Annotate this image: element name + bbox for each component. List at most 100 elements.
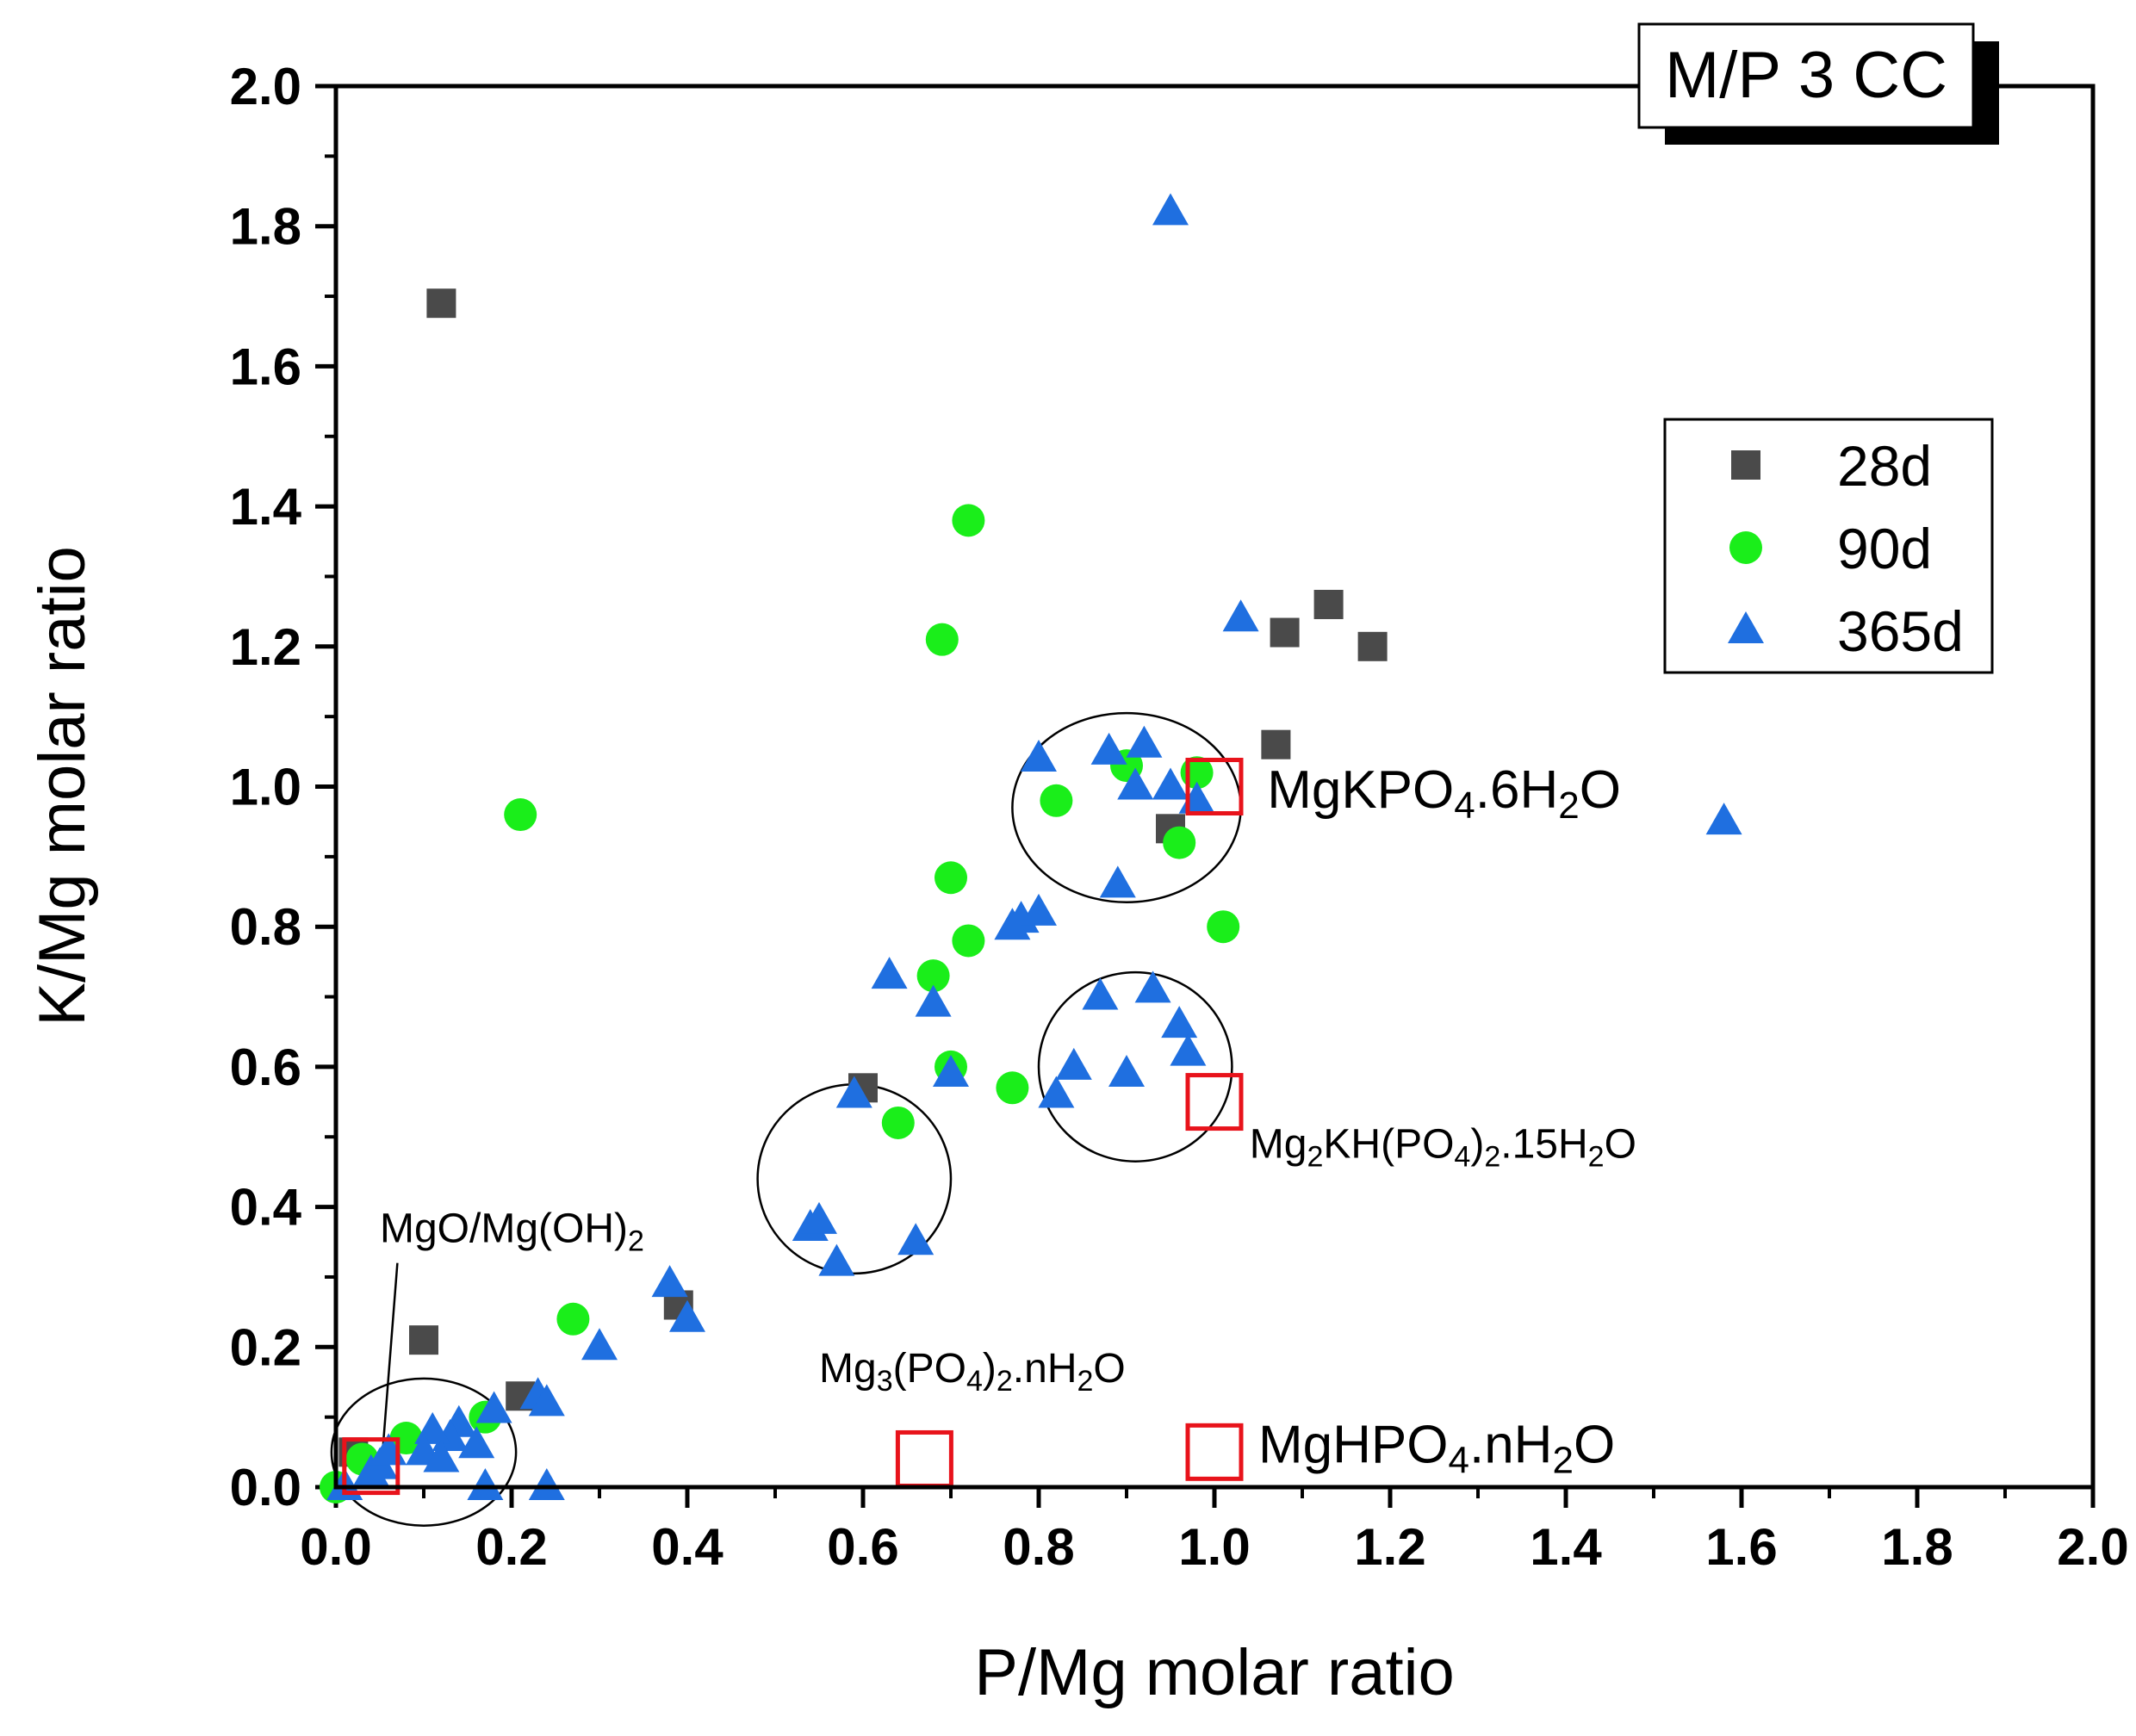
legend-label: 28d	[1837, 434, 1932, 498]
point-365d	[1705, 803, 1742, 835]
point-90d	[916, 959, 950, 993]
point-365d	[933, 1055, 969, 1088]
point-365d	[1038, 1076, 1075, 1108]
annotation-part: 2	[1558, 784, 1579, 827]
point-365d	[528, 1468, 565, 1500]
x-tick-label: 0.6	[827, 1518, 898, 1576]
y-tick-label: 1.6	[230, 338, 301, 395]
point-365d	[581, 1328, 618, 1361]
legend-label: 365d	[1837, 599, 1964, 663]
annotation-part: )	[1470, 1122, 1484, 1168]
point-365d	[423, 1440, 460, 1472]
ann-mg2kh: Mg2KH(PO4)2.15H2O	[1250, 1122, 1636, 1174]
point-365d	[1117, 767, 1154, 800]
y-tick-label: 2.0	[230, 58, 301, 115]
point-365d	[1090, 732, 1127, 765]
phase-annotations: MgKPO4.6H2OMg2KH(PO4)2.15H2OMgO/Mg(OH)2M…	[380, 760, 1636, 1482]
annotation-part: 2	[628, 1224, 644, 1257]
reference-phase-marker	[895, 1429, 953, 1488]
point-28d	[1261, 729, 1291, 760]
x-tick-label: 1.8	[1881, 1518, 1953, 1576]
point-90d	[1207, 910, 1240, 944]
data-points	[320, 193, 1742, 1504]
y-axis-title: K/Mg molar ratio	[26, 546, 99, 1026]
point-365d	[801, 1201, 837, 1234]
point-365d	[458, 1426, 495, 1459]
reference-phase-marker	[1185, 1423, 1244, 1481]
annotation-part: O	[1605, 1122, 1636, 1168]
axis-ticks: 0.0 0.2 0.4 0.6 0.8 1.0 1.2 1.4 1.6 1.8 2.0 0.0 0.2 0…	[230, 58, 2129, 1576]
y-tick-label: 1.8	[230, 198, 301, 256]
y-tick-label: 0.4	[230, 1179, 302, 1237]
point-365d	[871, 957, 908, 989]
point-365d	[897, 1223, 934, 1256]
point-28d	[1270, 617, 1300, 648]
point-90d	[952, 924, 985, 958]
x-tick-label: 0.2	[475, 1518, 547, 1576]
point-365d	[1134, 970, 1171, 1003]
point-90d	[556, 1302, 590, 1336]
point-90d	[952, 504, 985, 537]
ann-mgkpo4: MgKPO4.6H2O	[1267, 760, 1621, 827]
legend-marker-365d	[1728, 611, 1764, 643]
point-365d	[835, 1076, 872, 1108]
annotation-part: 4	[1454, 784, 1475, 827]
y-tick-label: 1.4	[230, 478, 302, 536]
point-90d	[996, 1071, 1029, 1105]
annotation-part: O	[1093, 1346, 1125, 1392]
point-365d	[1108, 1055, 1145, 1088]
point-365d	[1055, 1047, 1092, 1080]
x-tick-label: 1.4	[1530, 1518, 1602, 1576]
x-tick-label: 0.4	[651, 1518, 723, 1576]
annotation-part: 2	[997, 1365, 1013, 1398]
point-365d	[818, 1243, 855, 1276]
point-365d	[1152, 767, 1189, 800]
point-28d	[426, 288, 456, 319]
x-tick-label: 1.6	[1705, 1518, 1777, 1576]
point-90d	[504, 798, 537, 832]
annotation-part: 2	[1552, 1440, 1573, 1482]
annotation-part: .6H	[1475, 760, 1558, 820]
reference-phase-marker	[1185, 758, 1244, 815]
ann-mg3po4: Mg3(PO4)2.nH2O	[819, 1346, 1126, 1398]
y-tick-label: 0.0	[230, 1459, 301, 1516]
annotation-part: MgKPO	[1267, 760, 1454, 820]
y-tick-label: 0.8	[230, 898, 301, 956]
annotation-part: 4	[1454, 1141, 1470, 1174]
annotation-part: KH(PO	[1323, 1122, 1454, 1168]
annotation-part: O	[1574, 1416, 1615, 1475]
reference-phase-marker	[1185, 1073, 1244, 1132]
point-90d	[881, 1106, 915, 1139]
annotation-part: MgHPO	[1258, 1416, 1448, 1475]
legend: 28d 90d 365d	[1663, 418, 1994, 674]
x-tick-label: 2.0	[2057, 1518, 2128, 1576]
point-365d	[1170, 1033, 1207, 1066]
point-365d	[669, 1299, 705, 1332]
point-365d	[528, 1384, 565, 1417]
cluster-ellipses	[330, 711, 1242, 1527]
point-365d	[1152, 193, 1189, 226]
cluster-ellipse	[1037, 970, 1233, 1162]
point-365d	[1099, 865, 1136, 898]
y-tick-label: 1.0	[230, 759, 301, 816]
annotation-part: 2	[1307, 1141, 1323, 1174]
annotation-part: 2	[1484, 1141, 1500, 1174]
legend-marker-90d	[1729, 531, 1762, 564]
annotation-part: Mg	[1250, 1122, 1307, 1168]
point-365d	[1021, 893, 1057, 926]
y-tick-label: 0.2	[230, 1318, 301, 1376]
chart-title: M/P 3 CC	[1665, 39, 1947, 112]
ann-mghpo4: MgHPO4.nH2O	[1258, 1416, 1615, 1482]
cluster-ellipse	[330, 1377, 518, 1527]
x-tick-label: 1.2	[1354, 1518, 1425, 1576]
x-tick-label: 0.8	[1003, 1518, 1074, 1576]
point-90d	[1163, 826, 1196, 859]
point-365d	[651, 1265, 688, 1298]
point-365d	[1126, 725, 1163, 758]
annotation-part: MgO/Mg(OH)	[380, 1206, 628, 1251]
y-tick-label: 0.6	[230, 1038, 301, 1096]
title-box-frame	[1637, 22, 1975, 129]
plot-frame	[333, 84, 2096, 1490]
point-365d	[467, 1468, 504, 1500]
point-28d	[1357, 631, 1388, 661]
